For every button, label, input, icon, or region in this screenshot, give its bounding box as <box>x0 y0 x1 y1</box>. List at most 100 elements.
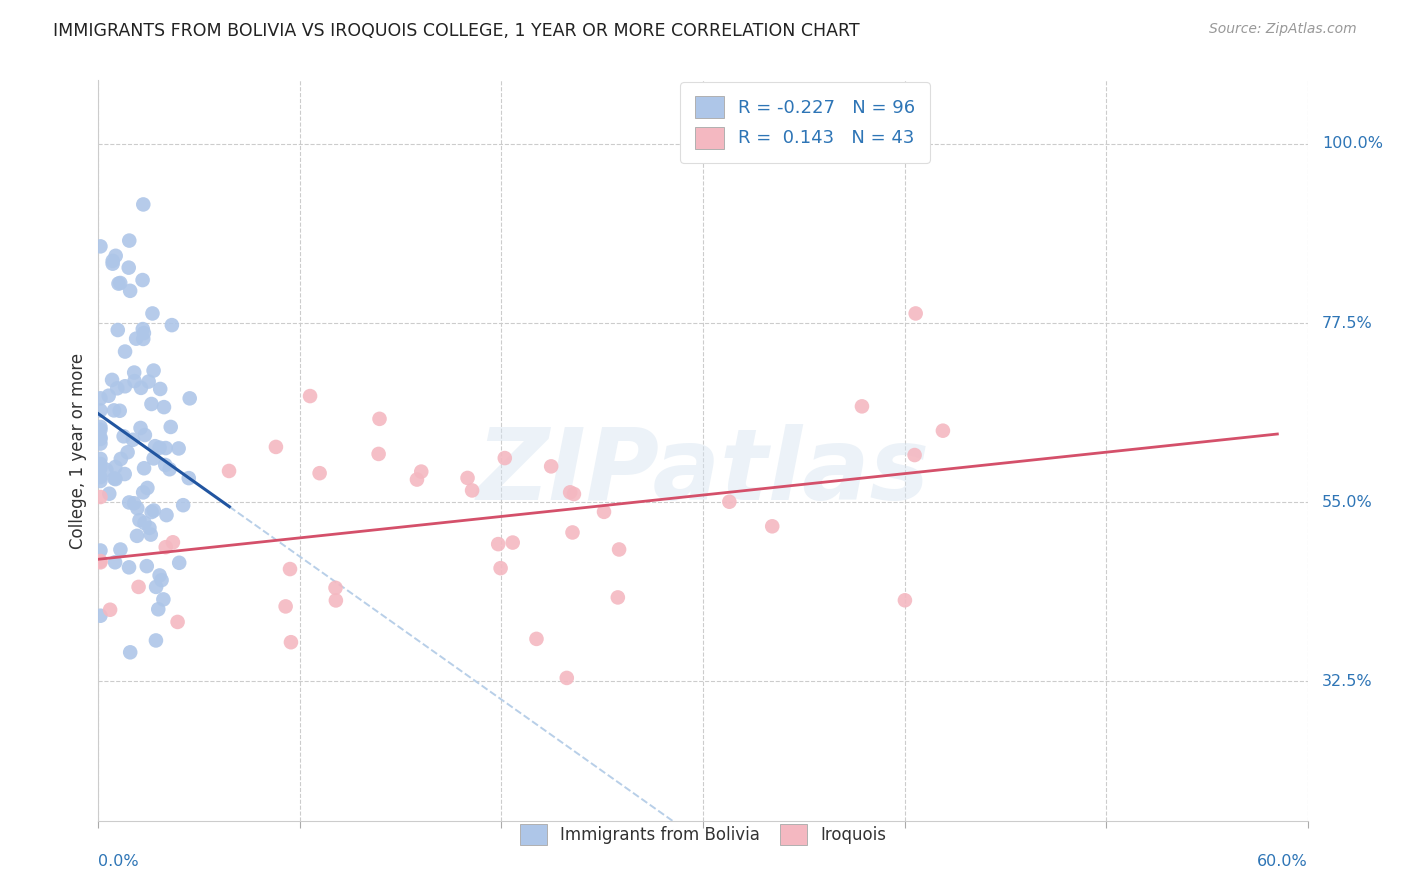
Point <box>89 432 111 446</box>
Point <box>145 633 167 648</box>
Point <box>101 373 124 387</box>
Point <box>89 423 111 437</box>
Point <box>150 573 173 587</box>
Point <box>97 389 120 403</box>
Point <box>129 381 152 395</box>
Point <box>120 284 142 298</box>
Point <box>128 513 150 527</box>
Point <box>124 374 146 388</box>
Point <box>108 403 131 417</box>
Point <box>153 400 176 414</box>
Point <box>489 561 512 575</box>
Point <box>904 448 927 462</box>
Point <box>110 276 132 290</box>
Point <box>89 490 111 504</box>
Point <box>101 257 124 271</box>
Point <box>167 556 190 570</box>
Point <box>172 498 194 512</box>
Text: ZIPatlas: ZIPatlas <box>477 425 929 521</box>
Point <box>89 420 111 434</box>
Point <box>486 537 509 551</box>
Point <box>155 540 177 554</box>
Point <box>555 671 578 685</box>
Point <box>264 440 287 454</box>
Point <box>606 591 628 605</box>
Point <box>218 464 240 478</box>
Point <box>560 485 582 500</box>
Point <box>143 439 166 453</box>
Point <box>132 485 155 500</box>
Point <box>89 457 111 471</box>
Point <box>932 424 955 438</box>
Point <box>89 392 111 406</box>
Point <box>274 599 297 614</box>
Point <box>139 527 162 541</box>
Point <box>138 375 160 389</box>
Point <box>177 471 200 485</box>
Text: IMMIGRANTS FROM BOLIVIA VS IROQUOIS COLLEGE, 1 YEAR OR MORE CORRELATION CHART: IMMIGRANTS FROM BOLIVIA VS IROQUOIS COLL… <box>53 22 860 40</box>
Point <box>114 344 136 359</box>
Point <box>368 412 391 426</box>
Point <box>562 487 585 501</box>
Point <box>105 381 128 395</box>
Point <box>89 451 111 466</box>
Point <box>526 632 548 646</box>
Point <box>89 461 111 475</box>
Point <box>141 306 163 320</box>
Point <box>117 445 139 459</box>
Text: Source: ZipAtlas.com: Source: ZipAtlas.com <box>1209 22 1357 37</box>
Point <box>134 428 156 442</box>
Point <box>110 542 132 557</box>
Point <box>89 608 111 623</box>
Point <box>118 260 141 275</box>
Point <box>160 318 183 332</box>
Point <box>894 593 917 607</box>
Point <box>325 581 347 595</box>
Point <box>103 403 125 417</box>
Text: 100.0%: 100.0% <box>1322 136 1384 152</box>
Point <box>134 516 156 530</box>
Point <box>89 436 111 450</box>
Point <box>118 234 141 248</box>
Point <box>122 366 145 380</box>
Point <box>89 543 111 558</box>
Point <box>145 580 167 594</box>
Point <box>135 559 157 574</box>
Point <box>149 382 172 396</box>
Point <box>904 306 927 320</box>
Point <box>89 555 111 569</box>
Point <box>162 535 184 549</box>
Point <box>104 460 127 475</box>
Point <box>607 542 630 557</box>
Point <box>129 421 152 435</box>
Point <box>125 529 148 543</box>
Point <box>148 602 170 616</box>
Point <box>461 483 484 498</box>
Point <box>142 363 165 377</box>
Point <box>167 442 190 456</box>
Point <box>107 323 129 337</box>
Point <box>159 420 181 434</box>
Point <box>308 466 330 480</box>
Point <box>89 239 111 253</box>
Point <box>179 392 201 406</box>
Point <box>127 501 149 516</box>
Point <box>155 458 177 472</box>
Point <box>411 465 433 479</box>
Point <box>280 635 302 649</box>
Point <box>114 379 136 393</box>
Point <box>159 462 181 476</box>
Point <box>118 495 141 509</box>
Legend: Immigrants from Bolivia, Iroquois: Immigrants from Bolivia, Iroquois <box>512 816 894 853</box>
Point <box>166 615 188 629</box>
Point <box>132 322 155 336</box>
Point <box>155 441 177 455</box>
Point <box>132 332 155 346</box>
Point <box>104 472 127 486</box>
Point <box>367 447 389 461</box>
Point <box>112 429 135 443</box>
Text: 55.0%: 55.0% <box>1322 495 1372 509</box>
Point <box>299 389 322 403</box>
Point <box>142 503 165 517</box>
Point <box>89 403 111 417</box>
